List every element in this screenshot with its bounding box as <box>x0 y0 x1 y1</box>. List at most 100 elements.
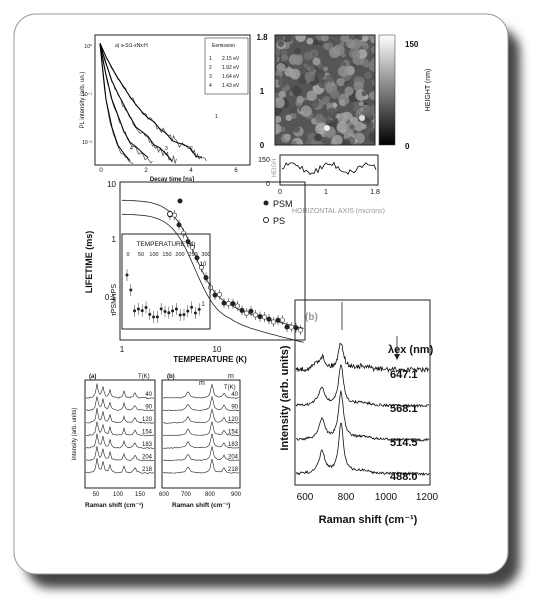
curve <box>85 396 154 412</box>
afm-grain <box>283 133 291 141</box>
point <box>266 316 272 322</box>
point <box>159 307 163 311</box>
afm-grain <box>312 39 319 46</box>
point <box>275 317 281 323</box>
afm-grain <box>337 65 349 77</box>
afm-grain <box>290 35 297 39</box>
afm-grain <box>345 38 356 49</box>
curve <box>99 44 149 158</box>
point <box>177 198 183 204</box>
label: 183 <box>142 442 153 448</box>
curve <box>86 421 155 437</box>
afm-grain <box>345 47 351 53</box>
label: 0.1 <box>105 293 117 302</box>
afm-grain <box>300 105 312 117</box>
curve <box>162 421 240 437</box>
point <box>140 309 144 313</box>
afm-grain <box>281 54 289 62</box>
frame <box>121 233 211 330</box>
afm-grain <box>284 35 293 43</box>
afm-grain <box>339 41 345 47</box>
label: 150 <box>405 40 419 49</box>
label: 200 <box>175 252 184 258</box>
afm-grain <box>361 90 367 97</box>
afm-grain <box>358 101 364 107</box>
afm-grain <box>344 86 354 96</box>
afm-grain <box>314 113 324 123</box>
label: 154 <box>142 430 153 436</box>
label: m <box>199 380 205 387</box>
label: 514.5 <box>390 437 418 449</box>
label: 600 <box>297 492 314 503</box>
figures: 1 2 3 4 a) a-Si1-xNx:H Eemission 1 2.15 eV 2 1.92… <box>72 33 439 526</box>
label: 1.8 <box>370 189 380 196</box>
point <box>203 275 209 281</box>
label: 1.64 eV <box>222 74 240 80</box>
label: 150 <box>135 492 146 498</box>
point <box>193 311 197 315</box>
afm-grain <box>359 107 364 112</box>
afm-grain <box>331 134 343 145</box>
point <box>155 315 159 319</box>
label: 1 <box>324 189 328 196</box>
label: Intensity (arb. units) <box>279 345 291 450</box>
legend-box <box>204 37 249 95</box>
point <box>217 292 223 298</box>
afm-grain <box>312 57 321 66</box>
point <box>221 300 227 306</box>
afm-grain <box>368 91 375 100</box>
afm-grain <box>360 123 367 130</box>
label: 1000 <box>375 492 398 503</box>
point <box>194 255 200 261</box>
label: HEIGH <box>272 158 278 177</box>
curve <box>281 161 377 176</box>
afm-grain <box>361 35 369 42</box>
curve <box>122 213 304 343</box>
label: 154 <box>228 430 239 436</box>
label: 568.1 <box>390 403 418 415</box>
label: 800 <box>205 492 216 498</box>
afm-grain <box>336 77 345 87</box>
afm-grain <box>362 106 374 118</box>
afm-grain <box>337 112 349 124</box>
afm-grain <box>329 89 340 99</box>
afm-grain <box>277 39 285 47</box>
point <box>171 309 175 313</box>
point <box>133 309 137 313</box>
label: 40 <box>145 392 152 398</box>
label: 90 <box>145 405 152 411</box>
label: 3 <box>165 146 168 152</box>
afm-texture <box>275 35 375 145</box>
label: 4 <box>130 146 133 152</box>
legend-marker <box>263 217 269 223</box>
label: PS <box>273 216 285 226</box>
frame <box>161 379 241 489</box>
afm-grain <box>275 35 281 40</box>
label: 0 <box>266 181 270 188</box>
point <box>293 325 299 331</box>
label: 3 <box>209 74 212 80</box>
afm-grain <box>339 35 350 43</box>
label: 1 <box>201 302 205 308</box>
label: 100 <box>149 252 158 258</box>
label: 10⁻² <box>82 140 92 146</box>
label: 50 <box>93 492 100 498</box>
label: (a) <box>89 374 96 380</box>
afm-grain <box>363 43 369 50</box>
curve <box>295 390 430 442</box>
curve <box>85 446 155 462</box>
afm-grain <box>370 35 375 40</box>
label: τPSM/τPS <box>111 284 118 316</box>
colorbar <box>378 34 396 146</box>
afm-grain <box>290 107 297 114</box>
label: T(K) <box>224 385 236 391</box>
afm-grain <box>306 66 312 71</box>
point <box>152 315 156 319</box>
label: HEIGHT (nm) <box>425 69 432 112</box>
label: 1 <box>120 345 125 354</box>
point <box>244 310 250 316</box>
afm-grain <box>325 74 335 84</box>
afm-grain <box>281 48 288 55</box>
label: 0 <box>405 142 410 151</box>
label: 2 <box>209 65 212 71</box>
